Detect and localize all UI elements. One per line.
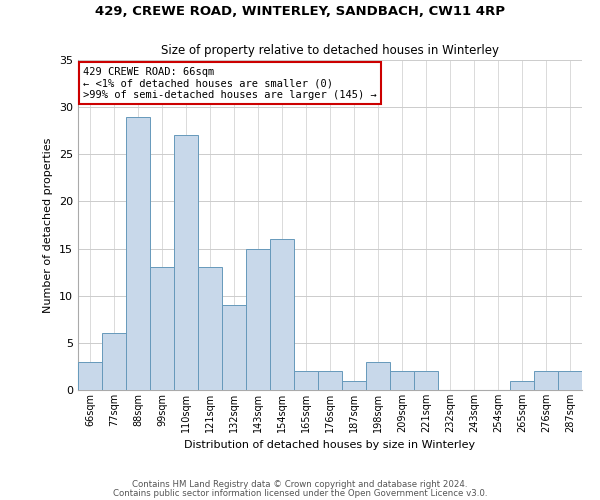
Text: 429 CREWE ROAD: 66sqm
← <1% of detached houses are smaller (0)
>99% of semi-deta: 429 CREWE ROAD: 66sqm ← <1% of detached … xyxy=(83,66,377,100)
Text: 429, CREWE ROAD, WINTERLEY, SANDBACH, CW11 4RP: 429, CREWE ROAD, WINTERLEY, SANDBACH, CW… xyxy=(95,5,505,18)
Bar xyxy=(510,380,534,390)
Bar xyxy=(342,380,366,390)
Bar xyxy=(174,136,198,390)
Bar xyxy=(534,371,558,390)
Bar xyxy=(390,371,414,390)
Text: Contains public sector information licensed under the Open Government Licence v3: Contains public sector information licen… xyxy=(113,489,487,498)
Title: Size of property relative to detached houses in Winterley: Size of property relative to detached ho… xyxy=(161,44,499,58)
Bar xyxy=(150,268,174,390)
Bar xyxy=(222,305,246,390)
X-axis label: Distribution of detached houses by size in Winterley: Distribution of detached houses by size … xyxy=(184,440,476,450)
Bar xyxy=(198,268,222,390)
Bar xyxy=(78,362,102,390)
Text: Contains HM Land Registry data © Crown copyright and database right 2024.: Contains HM Land Registry data © Crown c… xyxy=(132,480,468,489)
Bar xyxy=(366,362,390,390)
Bar xyxy=(558,371,582,390)
Bar xyxy=(102,334,126,390)
Y-axis label: Number of detached properties: Number of detached properties xyxy=(43,138,53,312)
Bar xyxy=(318,371,342,390)
Bar xyxy=(246,248,270,390)
Bar xyxy=(126,116,150,390)
Bar xyxy=(270,239,294,390)
Bar xyxy=(294,371,318,390)
Bar xyxy=(414,371,438,390)
